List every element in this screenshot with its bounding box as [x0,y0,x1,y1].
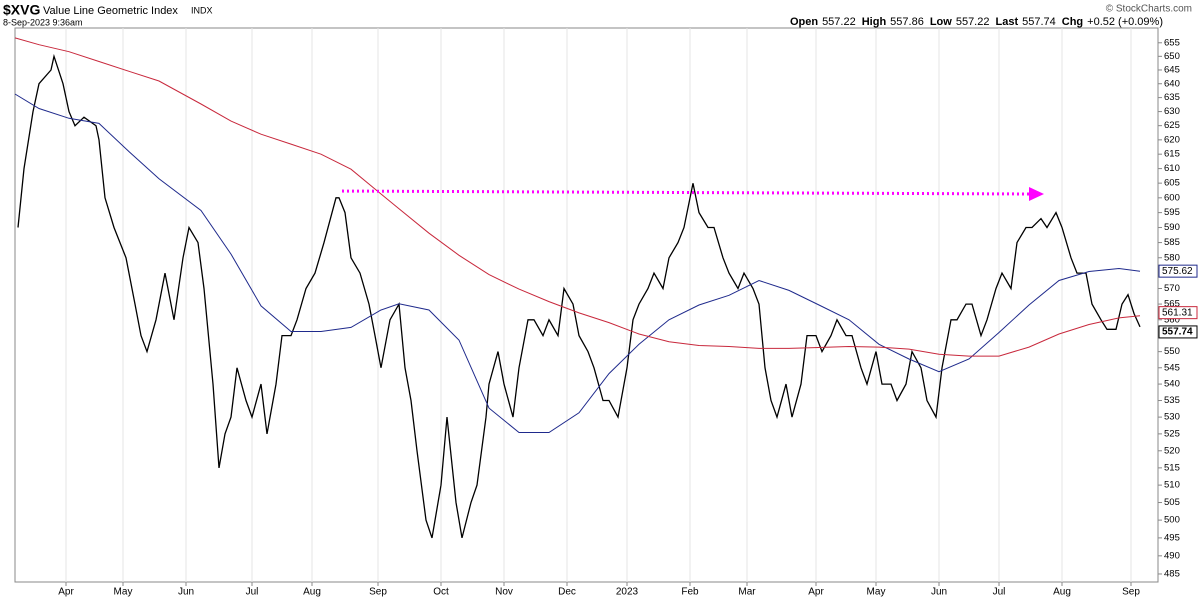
y-tick-label: 560 [1164,314,1180,325]
y-tick-label: 600 [1164,192,1180,203]
plot-frame [14,27,1159,583]
x-tick-label: Sep [1122,587,1140,598]
symbol: $XVG [3,2,40,18]
x-tick-label: Sep [369,587,387,598]
arrow-head [1029,186,1044,201]
quote: Open 557.22 High 557.86 Low 557.22 Last 557.74 C… [790,16,1163,28]
y-tick-label: 495 [1164,532,1180,543]
y-tick-label: 485 [1164,568,1180,579]
x-tick-label: Jul [993,587,1006,598]
x-tick-label: Apr [808,587,824,598]
y-tick-label: 570 [1164,283,1180,294]
x-tick-label: Aug [303,587,321,598]
y-tick-label: 545 [1164,362,1180,373]
y-tick-label: 590 [1164,222,1180,233]
y-tick-label: 605 [1164,178,1180,189]
y-tick-label: 535 [1164,395,1180,406]
quote-label: Open [790,16,818,28]
y-tick-label: 625 [1164,120,1180,131]
x-tick-label: Dec [558,587,576,598]
quote-value: 557.74 [1022,16,1056,28]
y-tick-label: 615 [1164,149,1180,160]
exchange: INDX [191,5,213,15]
x-tick-label: May [867,587,886,598]
x-tick-label: May [114,587,133,598]
x-tick-label: Feb [681,587,699,598]
y-tick-label: 565 [1164,299,1180,310]
quote-value: 557.86 [890,16,924,28]
y-tick-label: 655 [1164,37,1180,48]
x-tick-label: Jun [931,587,947,598]
copyright: © StockCharts.com [1106,4,1192,15]
series-line [17,53,1141,539]
y-tick-label: 595 [1164,207,1180,218]
y-tick-label: 640 [1164,78,1180,89]
y-tick-label: 610 [1164,163,1180,174]
y-tick-label: 525 [1164,428,1180,439]
y-tick-label: 585 [1164,237,1180,248]
y-tick-label: 500 [1164,515,1180,526]
y-tick-label: 505 [1164,497,1180,508]
quote-value: 557.22 [956,16,990,28]
y-tick-label: 650 [1164,51,1180,62]
x-tick-label: Jul [246,587,259,598]
quote-label: Last [995,16,1018,28]
x-tick-label: Oct [433,587,449,598]
y-tick-label: 645 [1164,64,1180,75]
last-value-box [1158,306,1198,320]
last-value-box [1158,264,1198,278]
series-line [14,93,1141,433]
y-tick-label: 635 [1164,92,1180,103]
y-tick-label: 630 [1164,106,1180,117]
series-line [14,37,1141,357]
quote-label: Low [930,16,952,28]
last-value-label: 575.62 [1162,266,1193,277]
x-tick-label: 2023 [616,587,639,598]
y-tick-label: 530 [1164,412,1180,423]
y-tick-label: 620 [1164,134,1180,145]
last-value-label: 557.74 [1162,327,1193,338]
date: 8-Sep-2023 9:36am [3,17,83,27]
quote-label: High [862,16,887,28]
y-tick-label: 520 [1164,445,1180,456]
index-name: Value Line Geometric Index [43,5,178,17]
last-value-label: 561.31 [1162,307,1193,318]
y-tick-label: 540 [1164,379,1180,390]
y-tick-label: 490 [1164,550,1180,561]
x-tick-label: Aug [1053,587,1071,598]
last-value-box [1158,325,1198,339]
x-tick-label: Mar [738,587,756,598]
quote-value: +0.52 (+0.09%) [1087,16,1163,28]
y-tick-label: 510 [1164,480,1180,491]
y-tick-label: 550 [1164,346,1180,357]
y-tick-label: 580 [1164,252,1180,263]
x-tick-label: Nov [495,587,513,598]
y-tick-label: 515 [1164,462,1180,473]
quote-value: 557.22 [822,16,856,28]
quote-label: Chg [1062,16,1083,28]
x-tick-label: Jun [178,587,194,598]
x-tick-label: Apr [58,587,74,598]
